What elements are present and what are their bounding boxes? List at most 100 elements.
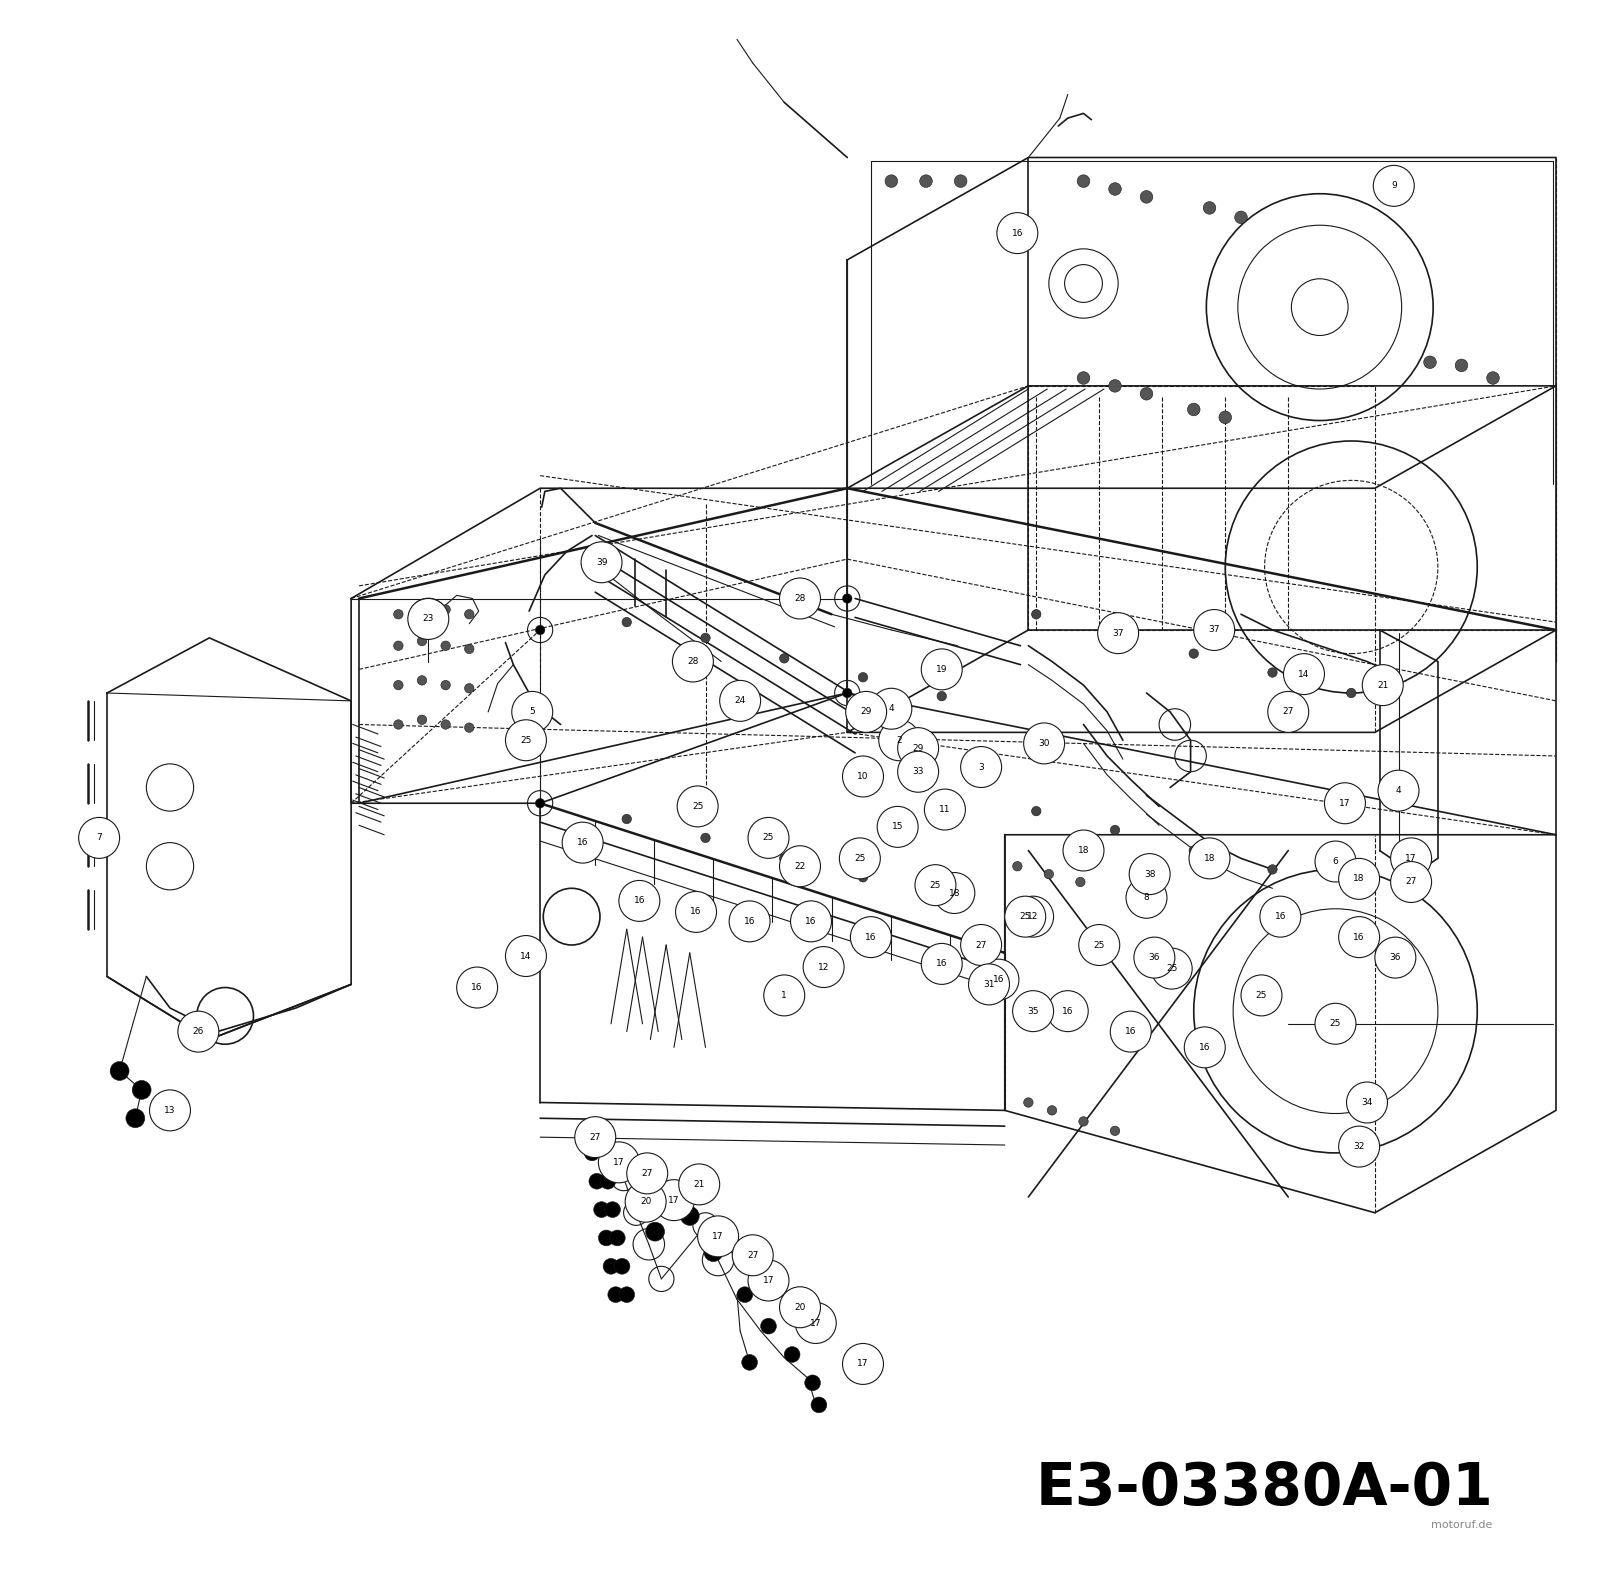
Circle shape (78, 817, 120, 858)
Text: 31: 31 (984, 980, 995, 989)
Circle shape (464, 644, 474, 654)
Text: 25: 25 (1019, 912, 1030, 921)
Circle shape (619, 1287, 635, 1303)
Circle shape (672, 641, 714, 682)
Circle shape (1141, 191, 1152, 203)
Circle shape (675, 891, 717, 932)
Circle shape (626, 1181, 666, 1222)
Circle shape (898, 728, 939, 769)
Circle shape (1110, 1126, 1120, 1136)
Circle shape (442, 680, 450, 690)
Text: 19: 19 (936, 665, 947, 674)
Circle shape (742, 1354, 757, 1370)
Circle shape (608, 1287, 624, 1303)
Circle shape (877, 806, 918, 847)
Text: 17: 17 (858, 1359, 869, 1369)
Circle shape (464, 610, 474, 619)
Circle shape (456, 967, 498, 1008)
Circle shape (1048, 1106, 1056, 1115)
Text: 1: 1 (781, 991, 787, 1000)
Circle shape (512, 691, 552, 732)
Circle shape (701, 833, 710, 843)
Circle shape (1189, 649, 1198, 658)
Circle shape (898, 751, 939, 792)
Text: 30: 30 (1038, 739, 1050, 748)
Circle shape (1024, 723, 1064, 764)
Text: 38: 38 (1144, 869, 1155, 879)
Text: 10: 10 (858, 772, 869, 781)
Text: 11: 11 (939, 805, 950, 814)
Circle shape (1109, 380, 1122, 392)
Circle shape (1486, 372, 1499, 384)
Circle shape (749, 1260, 789, 1301)
Circle shape (795, 1303, 837, 1343)
Text: 21: 21 (693, 1180, 706, 1189)
Text: 16: 16 (936, 959, 947, 969)
Circle shape (1194, 610, 1235, 650)
Circle shape (598, 1230, 614, 1246)
Circle shape (1390, 838, 1432, 879)
Circle shape (622, 617, 632, 627)
Text: 14: 14 (520, 951, 531, 961)
Text: 17: 17 (669, 1195, 680, 1205)
Circle shape (1134, 937, 1174, 978)
Text: 17: 17 (1405, 854, 1418, 863)
Circle shape (442, 720, 450, 729)
Text: 18: 18 (1078, 846, 1090, 855)
Circle shape (1013, 896, 1053, 937)
Circle shape (1141, 387, 1152, 400)
Text: 13: 13 (165, 1106, 176, 1115)
Text: 16: 16 (744, 917, 755, 926)
Text: 5: 5 (530, 707, 534, 717)
Circle shape (622, 814, 632, 824)
Text: 18: 18 (1354, 874, 1365, 884)
Circle shape (1347, 1082, 1387, 1123)
Text: 25: 25 (1256, 991, 1267, 1000)
Text: 25: 25 (520, 736, 531, 745)
Circle shape (846, 691, 886, 732)
Circle shape (594, 1202, 610, 1217)
Text: 25: 25 (854, 854, 866, 863)
Circle shape (720, 680, 760, 721)
Circle shape (1048, 991, 1088, 1032)
Text: 37: 37 (1112, 628, 1123, 638)
Circle shape (1283, 654, 1325, 695)
Circle shape (1390, 862, 1432, 902)
Circle shape (1424, 356, 1437, 369)
Text: 7: 7 (96, 833, 102, 843)
Circle shape (1189, 846, 1198, 855)
Circle shape (1219, 411, 1232, 424)
Text: 15: 15 (891, 822, 904, 832)
Circle shape (843, 688, 851, 698)
Circle shape (763, 975, 805, 1016)
Text: 17: 17 (763, 1276, 774, 1285)
Circle shape (126, 1109, 144, 1128)
Circle shape (960, 747, 1002, 788)
Circle shape (1184, 1027, 1226, 1068)
Circle shape (408, 598, 448, 639)
Circle shape (610, 1230, 626, 1246)
Circle shape (840, 838, 880, 879)
Text: 12: 12 (818, 962, 829, 972)
Circle shape (1077, 175, 1090, 187)
Circle shape (790, 901, 832, 942)
Text: 20: 20 (794, 1303, 806, 1312)
Circle shape (730, 901, 770, 942)
Text: 16: 16 (866, 932, 877, 942)
Circle shape (574, 1117, 616, 1158)
Circle shape (1339, 1126, 1379, 1167)
Circle shape (843, 1343, 883, 1384)
Circle shape (1456, 359, 1467, 372)
Circle shape (779, 1287, 821, 1328)
Circle shape (1062, 830, 1104, 871)
Text: 36: 36 (1389, 953, 1402, 962)
Circle shape (922, 649, 962, 690)
Circle shape (922, 943, 962, 984)
Circle shape (653, 1180, 694, 1221)
Text: 2: 2 (896, 736, 902, 745)
Text: 29: 29 (912, 743, 923, 753)
Circle shape (677, 786, 718, 827)
Circle shape (1078, 1117, 1088, 1126)
Circle shape (1110, 1011, 1152, 1052)
Circle shape (1378, 770, 1419, 811)
